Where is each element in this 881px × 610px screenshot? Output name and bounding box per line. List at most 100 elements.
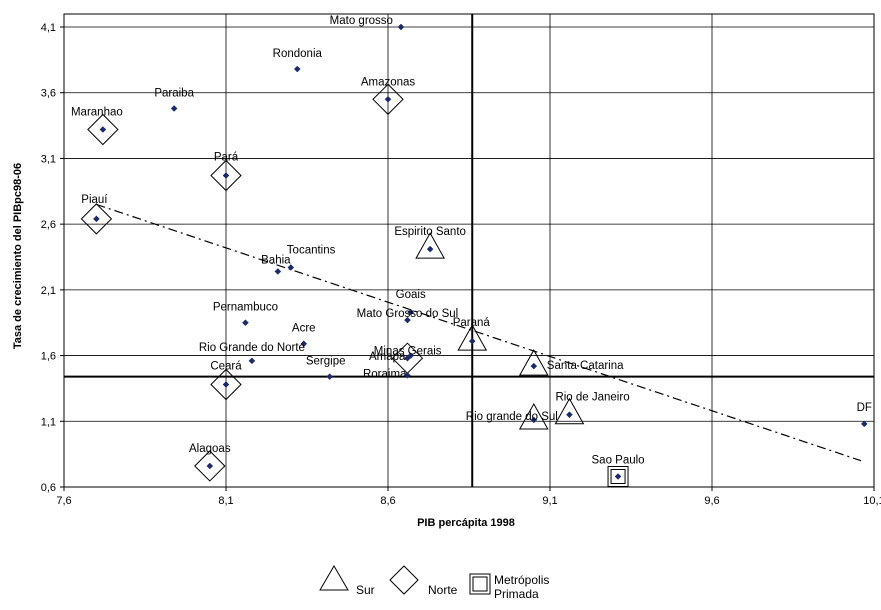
data-point	[293, 65, 301, 73]
y-tick-label: 3,6	[41, 88, 56, 100]
trendline	[96, 203, 862, 462]
point-label: Paraiba	[154, 87, 194, 99]
point-label: Rondonia	[273, 48, 323, 60]
point-label: Roraima	[363, 368, 407, 380]
data-point	[326, 373, 334, 380]
point-label: Amapa	[369, 351, 406, 363]
legend-label-sur: Sur	[356, 583, 375, 597]
legend-inner-square-icon	[472, 576, 488, 592]
grid-lines	[60, 13, 875, 491]
point-label: Ceará	[210, 360, 242, 372]
data-point	[404, 371, 411, 379]
point-label: Pernambuco	[213, 302, 278, 314]
point-label: Alagoas	[189, 443, 231, 455]
data-point	[99, 126, 107, 133]
y-axis-label: Tasa de crecimiento del PIBpc98-06	[12, 163, 24, 349]
x-tick-label: 9,6	[704, 495, 719, 507]
metropolis-outer-square	[607, 465, 629, 487]
sur-triangle-marker	[554, 397, 585, 425]
point-label: Pará	[214, 152, 239, 164]
data-point	[222, 381, 230, 388]
point-label: Sergipe	[306, 356, 346, 368]
x-tick-label: 7,6	[56, 495, 71, 507]
point-label: Sao Paulo	[592, 454, 645, 466]
point-label: Rio grande do Sul	[466, 411, 558, 423]
point-label: Paraná	[453, 317, 491, 329]
data-point	[530, 416, 538, 424]
norte-diamond-marker	[210, 159, 242, 192]
metropolis-inner-square	[610, 468, 626, 484]
data-point	[222, 172, 230, 179]
data-point	[170, 105, 178, 112]
legend-label-norte: Norte	[428, 583, 458, 597]
point-label: Mato grosso	[330, 15, 393, 27]
point-label: Minas Gerais	[374, 346, 442, 358]
tick-labels: 7,6 8,1 8,6 9,1 9,6 10,1 0,6 1,1 1,6 2,1 2,6 3,1 3,6…	[41, 22, 881, 507]
norte-diamond-marker	[372, 83, 404, 115]
y-tick-label: 0,6	[41, 482, 56, 494]
legend-label-metropolis-line2: Primada	[494, 587, 539, 601]
norte-diamond-marker	[80, 203, 113, 235]
data-point	[300, 340, 308, 348]
point-label: Mato Grosso do Sul	[357, 308, 459, 320]
point-label: Piauí	[81, 194, 108, 206]
data-point	[530, 362, 538, 370]
x-tick-label: 8,1	[218, 495, 233, 507]
point-label: Rio Grande do Norte	[199, 342, 305, 354]
point-label: Maranhao	[71, 107, 123, 119]
point-label: DF	[857, 402, 872, 414]
plot-frame	[63, 13, 875, 488]
data-point	[242, 319, 249, 327]
data-point	[93, 215, 100, 223]
point-label: Santa Catarina	[547, 360, 624, 372]
group-markers	[80, 83, 629, 487]
y-tick-label: 2,1	[41, 285, 56, 297]
sur-triangle-marker	[518, 349, 549, 376]
point-label: Acre	[292, 323, 316, 335]
point-label: Rio de Janeiro	[555, 392, 629, 404]
data-point	[860, 420, 868, 428]
sur-triangle-marker	[415, 232, 445, 259]
y-tick-label: 1,1	[41, 416, 56, 428]
data-points	[93, 23, 868, 480]
data-point	[407, 308, 415, 316]
y-tick-label: 4,1	[41, 22, 56, 34]
sur-triangle-marker	[457, 324, 488, 351]
data-point	[274, 268, 282, 275]
legend-outer-square-icon	[469, 573, 491, 595]
point-label: Amazonas	[361, 76, 416, 88]
trendline-group	[96, 203, 862, 462]
data-point	[468, 337, 476, 345]
x-tick-label: 9,1	[542, 495, 557, 507]
point-labels: Mato grosso Rondonia Amazonas Paraiba Maranh…	[71, 15, 872, 466]
data-point	[384, 95, 392, 103]
point-label: Tocantins	[287, 245, 336, 257]
x-tick-label: 10,1	[863, 495, 881, 507]
data-point	[287, 264, 295, 271]
x-tick-label: 8,6	[380, 495, 395, 507]
y-tick-label: 3,1	[41, 153, 56, 165]
data-point	[397, 23, 405, 31]
sur-triangle-marker	[518, 402, 549, 430]
x-axis-label: PIB percápita 1998	[417, 517, 515, 529]
y-tick-label: 1,6	[41, 351, 56, 363]
point-label: Bahia	[261, 254, 291, 266]
legend-diamond-icon	[389, 565, 419, 595]
data-point	[404, 316, 411, 324]
y-tick-label: 2,6	[41, 219, 56, 231]
norte-diamond-marker	[210, 368, 242, 401]
norte-diamond-marker	[194, 450, 226, 482]
point-label: Goais	[396, 289, 426, 301]
reference-lines	[64, 14, 874, 487]
data-point	[614, 473, 622, 480]
legend-label-metropolis-line1: Metrópolis	[494, 573, 549, 587]
legend-triangle-icon	[319, 565, 349, 591]
data-point	[248, 357, 256, 365]
data-point	[206, 462, 214, 470]
data-point	[566, 411, 573, 419]
norte-diamond-marker	[87, 113, 119, 146]
point-label: Espirito Santo	[394, 226, 466, 238]
data-point	[426, 245, 434, 253]
